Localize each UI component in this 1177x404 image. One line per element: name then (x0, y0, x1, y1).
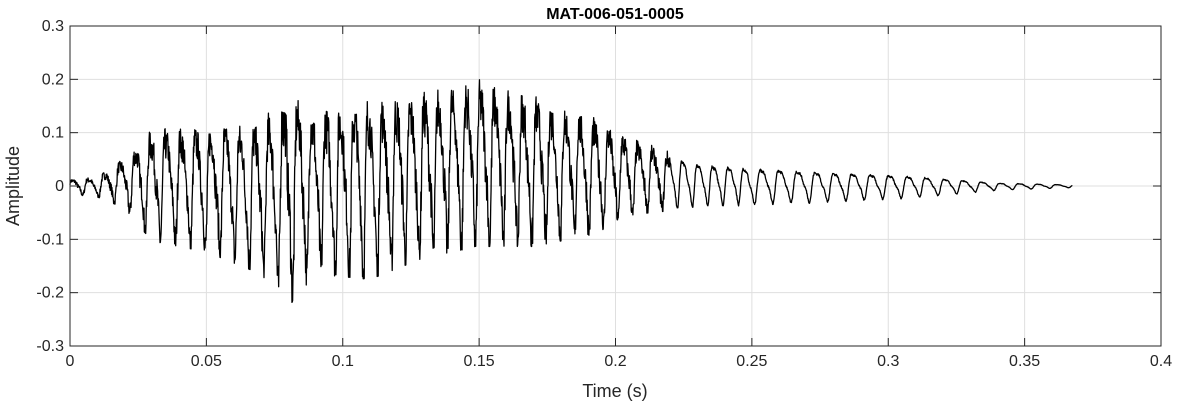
y-tick-label: 0 (55, 178, 64, 195)
x-tick-label: 0 (66, 353, 75, 370)
x-tick-label: 0.15 (464, 353, 495, 370)
x-tick-label: 0.25 (736, 353, 767, 370)
x-tick-label: 0.05 (191, 353, 222, 370)
y-tick-label: 0.2 (42, 71, 64, 88)
x-tick-label: 0.35 (1009, 353, 1040, 370)
y-tick-labels: -0.3 -0.2 -0.1 0 0.1 0.2 0.3 (36, 18, 64, 355)
y-tick-label: 0.3 (42, 18, 64, 35)
x-tick-label: 0.3 (877, 353, 899, 370)
chart-title: MAT-006-051-0005 (546, 6, 684, 23)
tick-marks (69, 25, 1162, 347)
y-tick-label: 0.1 (42, 125, 64, 142)
x-tick-labels: 0 0.05 0.1 0.15 0.2 0.25 0.3 0.35 0.4 (66, 353, 1173, 370)
waveform-series (69, 79, 1073, 303)
x-axis-label: Time (s) (582, 381, 647, 401)
y-tick-label: -0.1 (36, 231, 64, 248)
waveform-line (69, 79, 1073, 303)
x-tick-label: 0.1 (332, 353, 354, 370)
x-tick-label: 0.2 (604, 353, 626, 370)
x-tick-label: 0.4 (1150, 353, 1172, 370)
y-tick-label: -0.2 (36, 285, 64, 302)
y-axis-label: Amplitude (3, 146, 23, 226)
y-tick-label: -0.3 (36, 338, 64, 355)
